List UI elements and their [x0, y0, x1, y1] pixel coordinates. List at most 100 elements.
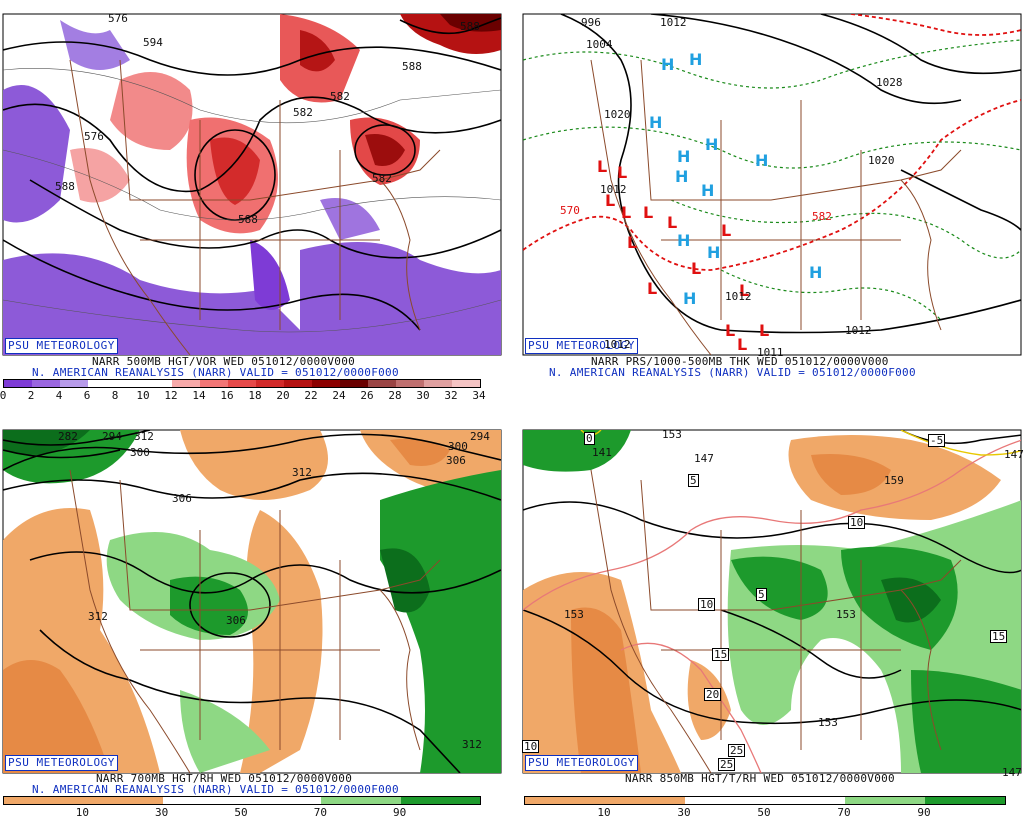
colorbar-swatch: [144, 380, 172, 387]
colorbar-tick-label: 50: [234, 806, 248, 819]
svg-text:L: L: [737, 335, 747, 354]
svg-text:L: L: [643, 203, 653, 222]
colorbar-tick-label: 70: [313, 806, 327, 819]
colorbar-tick-label: 16: [220, 389, 234, 402]
svg-text:L: L: [617, 163, 627, 182]
svg-text:H: H: [701, 181, 714, 200]
colorbar-swatch: [172, 380, 200, 387]
svg-text:H: H: [689, 50, 702, 69]
colorbar-tick-label: 50: [757, 806, 771, 819]
colorbar-swatch: [452, 380, 480, 387]
caption-line-2: N. AMERICAN REANALYSIS (NARR) VALID = 05…: [32, 783, 399, 796]
colorbar: [3, 379, 481, 388]
svg-text:L: L: [725, 321, 735, 340]
colorbar-tick-labels: 10 30 50 70 90: [524, 806, 1004, 819]
colorbar-tick-label: 10: [75, 806, 89, 819]
colorbar-swatch: [4, 797, 84, 804]
svg-text:L: L: [597, 157, 607, 176]
rh850-map: [522, 429, 1022, 774]
colorbar-tick-labels: 0 2 4 6 8 10 12 14 16 18 20 22 24 26 28 30 32 34: [0, 389, 486, 402]
colorbar-swatch: [525, 797, 605, 804]
colorbar-tick-label: 4: [55, 389, 63, 402]
colorbar-swatch: [256, 380, 284, 387]
psu-meteorology-badge: PSU METEOROLOGY: [5, 338, 118, 354]
svg-text:L: L: [739, 281, 749, 300]
colorbar-swatch: [241, 797, 322, 804]
colorbar-swatch: [88, 380, 116, 387]
colorbar-swatch: [60, 380, 88, 387]
colorbar-swatch: [605, 797, 685, 804]
psu-meteorology-badge: PSU METEOROLOGY: [525, 338, 638, 354]
colorbar-tick-label: 6: [83, 389, 91, 402]
svg-text:H: H: [755, 151, 768, 170]
psu-meteorology-badge: PSU METEOROLOGY: [5, 755, 118, 771]
rh700-map: [2, 429, 502, 774]
caption-line-1: NARR 700MB HGT/RH WED 051012/0000V000: [96, 772, 353, 785]
colorbar-tick-label: 10: [597, 806, 611, 819]
svg-text:H: H: [649, 113, 662, 132]
colorbar-swatch: [845, 797, 925, 804]
colorbar-tick-label: 24: [332, 389, 346, 402]
svg-text:H: H: [707, 243, 720, 262]
colorbar-tick-label: 22: [304, 389, 318, 402]
svg-text:H: H: [705, 135, 718, 154]
svg-text:H: H: [677, 231, 690, 250]
colorbar-tick-label: 20: [276, 389, 290, 402]
colorbar-tick-label: 14: [192, 389, 206, 402]
colorbar-tick-label: 34: [472, 389, 486, 402]
svg-text:L: L: [647, 279, 657, 298]
colorbar-swatch: [925, 797, 1005, 804]
svg-text:L: L: [691, 259, 701, 278]
colorbar-tick-label: 2: [27, 389, 35, 402]
caption-line-1: NARR 850MB HGT/T/RH WED 051012/0000V000: [625, 772, 895, 785]
colorbar-swatch: [228, 380, 256, 387]
vorticity-map: [2, 13, 502, 356]
colorbar-swatch: [284, 380, 312, 387]
svg-text:L: L: [627, 233, 637, 252]
colorbar-swatch: [368, 380, 396, 387]
colorbar-swatch: [321, 797, 401, 804]
caption-line-1: NARR PRS/1000-500MB THK WED 051012/0000V…: [591, 355, 889, 368]
colorbar-swatch: [340, 380, 368, 387]
colorbar-swatch: [312, 380, 340, 387]
colorbar-tick-label: 70: [837, 806, 851, 819]
svg-text:H: H: [809, 263, 822, 282]
svg-text:L: L: [759, 321, 769, 340]
caption-line-1: NARR 500MB HGT/VOR WED 051012/0000V000: [92, 355, 356, 368]
svg-text:H: H: [683, 289, 696, 308]
svg-text:L: L: [605, 191, 615, 210]
colorbar-swatch: [396, 380, 424, 387]
panel-500mb-vorticity: PSU METEOROLOGY NARR 500MB HGT/VOR WED 0…: [0, 0, 512, 410]
colorbar-tick-label: 0: [0, 389, 7, 402]
colorbar: [524, 796, 1006, 805]
svg-text:H: H: [675, 167, 688, 186]
svg-text:L: L: [721, 221, 731, 240]
psu-meteorology-badge: PSU METEOROLOGY: [525, 755, 638, 771]
colorbar-tick-label: 12: [164, 389, 178, 402]
colorbar-tick-label: 18: [248, 389, 262, 402]
colorbar-swatch: [32, 380, 60, 387]
colorbar-tick-label: 32: [444, 389, 458, 402]
colorbar-swatch: [200, 380, 228, 387]
colorbar-swatch: [424, 380, 452, 387]
colorbar: [3, 796, 481, 805]
colorbar-tick-label: 90: [917, 806, 931, 819]
caption-line-2: N. AMERICAN REANALYSIS (NARR) VALID = 05…: [32, 366, 399, 379]
svg-text:H: H: [661, 55, 674, 74]
colorbar-swatch: [765, 797, 845, 804]
colorbar-tick-label: 28: [388, 389, 402, 402]
colorbar-swatch: [685, 797, 765, 804]
panel-850mb-rh: PSU METEOROLOGY NARR 850MB HGT/T/RH WED …: [521, 410, 1024, 819]
colorbar-swatch: [162, 797, 242, 804]
caption-line-2: N. AMERICAN REANALYSIS (NARR) VALID = 05…: [549, 366, 916, 379]
colorbar-tick-label: 90: [393, 806, 407, 819]
colorbar-tick-label: 10: [136, 389, 150, 402]
panel-700mb-rh: PSU METEOROLOGY NARR 700MB HGT/RH WED 05…: [0, 410, 512, 819]
colorbar-tick-labels: 10 30 50 70 90: [3, 806, 479, 819]
svg-text:L: L: [621, 203, 631, 222]
colorbar-swatch: [400, 797, 480, 804]
colorbar-tick-label: 8: [111, 389, 119, 402]
colorbar-tick-label: 30: [155, 806, 169, 819]
